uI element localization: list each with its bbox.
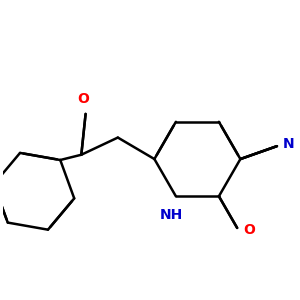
Text: O: O <box>77 92 89 106</box>
Text: O: O <box>243 223 255 237</box>
Text: N: N <box>283 137 294 151</box>
Text: NH: NH <box>160 208 183 222</box>
